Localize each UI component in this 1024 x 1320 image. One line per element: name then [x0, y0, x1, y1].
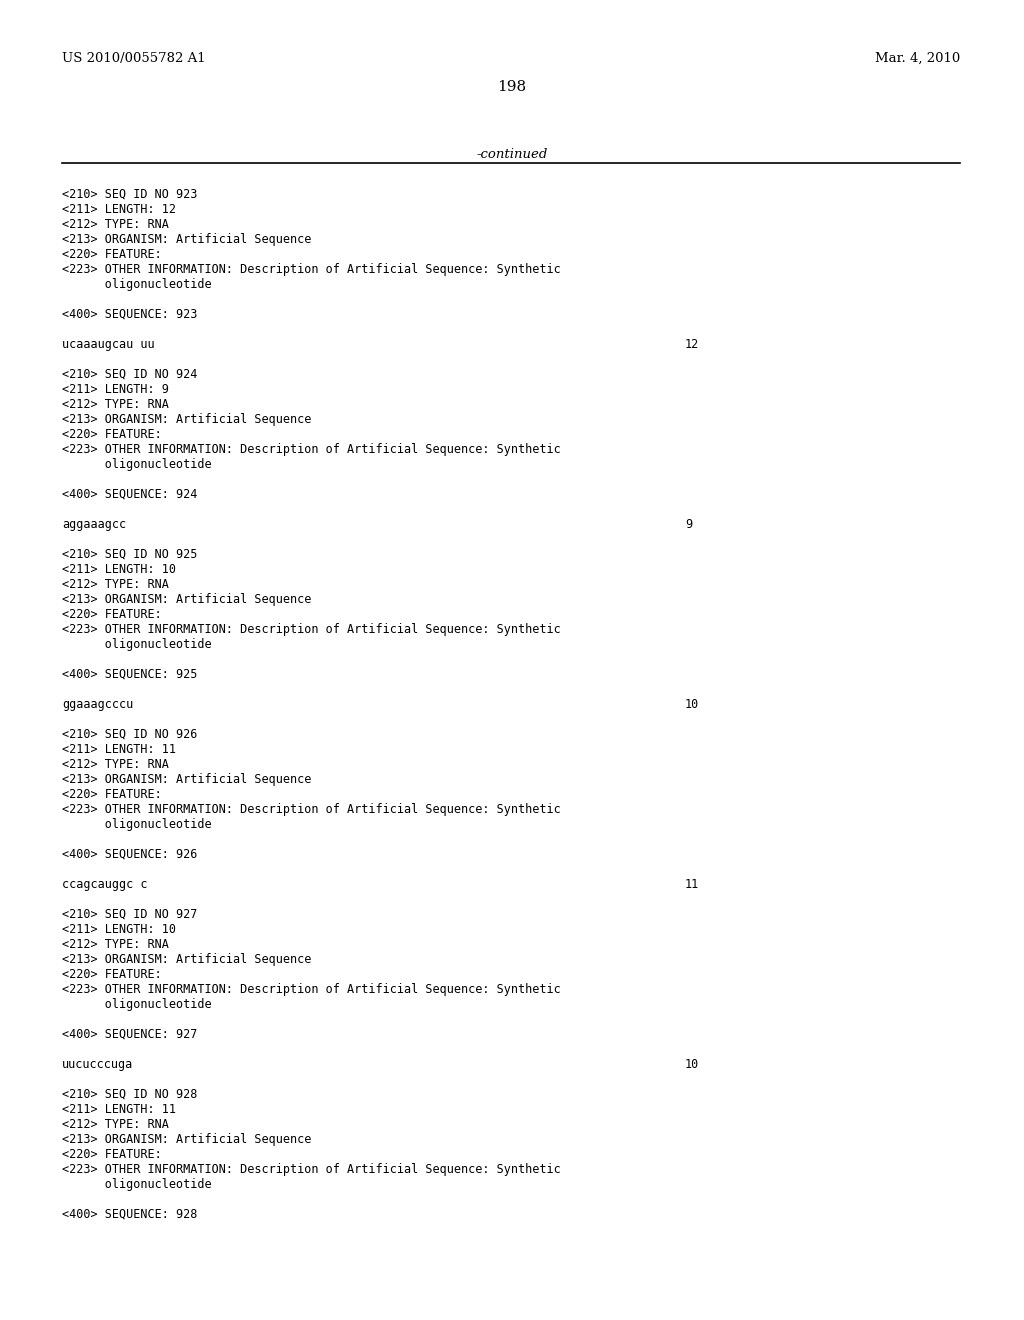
Text: oligonucleotide: oligonucleotide	[62, 818, 212, 832]
Text: <212> TYPE: RNA: <212> TYPE: RNA	[62, 399, 169, 411]
Text: oligonucleotide: oligonucleotide	[62, 1177, 212, 1191]
Text: <220> FEATURE:: <220> FEATURE:	[62, 968, 162, 981]
Text: <210> SEQ ID NO 926: <210> SEQ ID NO 926	[62, 729, 198, 741]
Text: uucucccuga: uucucccuga	[62, 1059, 133, 1071]
Text: 10: 10	[685, 698, 699, 711]
Text: oligonucleotide: oligonucleotide	[62, 458, 212, 471]
Text: <213> ORGANISM: Artificial Sequence: <213> ORGANISM: Artificial Sequence	[62, 774, 311, 785]
Text: <211> LENGTH: 12: <211> LENGTH: 12	[62, 203, 176, 216]
Text: <213> ORGANISM: Artificial Sequence: <213> ORGANISM: Artificial Sequence	[62, 1133, 311, 1146]
Text: <210> SEQ ID NO 925: <210> SEQ ID NO 925	[62, 548, 198, 561]
Text: <212> TYPE: RNA: <212> TYPE: RNA	[62, 1118, 169, 1131]
Text: <211> LENGTH: 11: <211> LENGTH: 11	[62, 1104, 176, 1115]
Text: US 2010/0055782 A1: US 2010/0055782 A1	[62, 51, 206, 65]
Text: <210> SEQ ID NO 928: <210> SEQ ID NO 928	[62, 1088, 198, 1101]
Text: <212> TYPE: RNA: <212> TYPE: RNA	[62, 218, 169, 231]
Text: 10: 10	[685, 1059, 699, 1071]
Text: <400> SEQUENCE: 926: <400> SEQUENCE: 926	[62, 847, 198, 861]
Text: Mar. 4, 2010: Mar. 4, 2010	[874, 51, 961, 65]
Text: ggaaagcccu: ggaaagcccu	[62, 698, 133, 711]
Text: <223> OTHER INFORMATION: Description of Artificial Sequence: Synthetic: <223> OTHER INFORMATION: Description of …	[62, 983, 561, 997]
Text: <400> SEQUENCE: 925: <400> SEQUENCE: 925	[62, 668, 198, 681]
Text: <220> FEATURE:: <220> FEATURE:	[62, 1148, 162, 1162]
Text: <220> FEATURE:: <220> FEATURE:	[62, 788, 162, 801]
Text: <220> FEATURE:: <220> FEATURE:	[62, 428, 162, 441]
Text: <213> ORGANISM: Artificial Sequence: <213> ORGANISM: Artificial Sequence	[62, 593, 311, 606]
Text: <210> SEQ ID NO 923: <210> SEQ ID NO 923	[62, 187, 198, 201]
Text: <212> TYPE: RNA: <212> TYPE: RNA	[62, 939, 169, 950]
Text: <212> TYPE: RNA: <212> TYPE: RNA	[62, 758, 169, 771]
Text: oligonucleotide: oligonucleotide	[62, 279, 212, 290]
Text: ucaaaugcau uu: ucaaaugcau uu	[62, 338, 155, 351]
Text: <213> ORGANISM: Artificial Sequence: <213> ORGANISM: Artificial Sequence	[62, 234, 311, 246]
Text: <211> LENGTH: 11: <211> LENGTH: 11	[62, 743, 176, 756]
Text: <220> FEATURE:: <220> FEATURE:	[62, 248, 162, 261]
Text: <223> OTHER INFORMATION: Description of Artificial Sequence: Synthetic: <223> OTHER INFORMATION: Description of …	[62, 623, 561, 636]
Text: 9: 9	[685, 517, 692, 531]
Text: oligonucleotide: oligonucleotide	[62, 638, 212, 651]
Text: <400> SEQUENCE: 928: <400> SEQUENCE: 928	[62, 1208, 198, 1221]
Text: <211> LENGTH: 10: <211> LENGTH: 10	[62, 923, 176, 936]
Text: <223> OTHER INFORMATION: Description of Artificial Sequence: Synthetic: <223> OTHER INFORMATION: Description of …	[62, 1163, 561, 1176]
Text: 198: 198	[498, 81, 526, 94]
Text: <223> OTHER INFORMATION: Description of Artificial Sequence: Synthetic: <223> OTHER INFORMATION: Description of …	[62, 803, 561, 816]
Text: oligonucleotide: oligonucleotide	[62, 998, 212, 1011]
Text: <220> FEATURE:: <220> FEATURE:	[62, 609, 162, 620]
Text: <400> SEQUENCE: 923: <400> SEQUENCE: 923	[62, 308, 198, 321]
Text: <211> LENGTH: 9: <211> LENGTH: 9	[62, 383, 169, 396]
Text: 12: 12	[685, 338, 699, 351]
Text: <210> SEQ ID NO 927: <210> SEQ ID NO 927	[62, 908, 198, 921]
Text: <213> ORGANISM: Artificial Sequence: <213> ORGANISM: Artificial Sequence	[62, 413, 311, 426]
Text: <210> SEQ ID NO 924: <210> SEQ ID NO 924	[62, 368, 198, 381]
Text: <211> LENGTH: 10: <211> LENGTH: 10	[62, 564, 176, 576]
Text: <213> ORGANISM: Artificial Sequence: <213> ORGANISM: Artificial Sequence	[62, 953, 311, 966]
Text: 11: 11	[685, 878, 699, 891]
Text: <223> OTHER INFORMATION: Description of Artificial Sequence: Synthetic: <223> OTHER INFORMATION: Description of …	[62, 444, 561, 455]
Text: <212> TYPE: RNA: <212> TYPE: RNA	[62, 578, 169, 591]
Text: <223> OTHER INFORMATION: Description of Artificial Sequence: Synthetic: <223> OTHER INFORMATION: Description of …	[62, 263, 561, 276]
Text: <400> SEQUENCE: 924: <400> SEQUENCE: 924	[62, 488, 198, 502]
Text: -continued: -continued	[476, 148, 548, 161]
Text: <400> SEQUENCE: 927: <400> SEQUENCE: 927	[62, 1028, 198, 1041]
Text: ccagcauggc c: ccagcauggc c	[62, 878, 147, 891]
Text: aggaaagcc: aggaaagcc	[62, 517, 126, 531]
